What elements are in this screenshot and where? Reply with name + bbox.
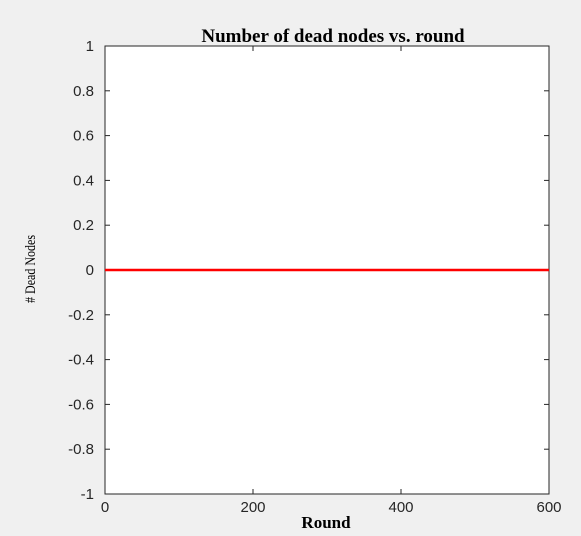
y-tick-label: -0.8 bbox=[68, 441, 94, 458]
y-tick-label: 1 bbox=[86, 38, 94, 55]
x-tick-label: 600 bbox=[536, 499, 561, 516]
y-tick-label: 0.2 bbox=[73, 217, 94, 234]
x-tick-label: 400 bbox=[388, 499, 413, 516]
y-tick-label: -0.2 bbox=[68, 307, 94, 324]
y-tick-label: -1 bbox=[81, 486, 94, 503]
y-tick-label: -0.4 bbox=[68, 352, 94, 369]
y-tick-label: 0 bbox=[86, 262, 94, 279]
chart-title: Number of dead nodes vs. round bbox=[201, 26, 465, 47]
y-tick-label: -0.6 bbox=[68, 396, 94, 413]
x-axis-label: Round bbox=[301, 513, 351, 532]
y-tick-label: 0.8 bbox=[73, 83, 94, 100]
x-tick-label: 0 bbox=[101, 499, 109, 516]
y-tick-label: 0.6 bbox=[73, 128, 94, 145]
y-axis-label: # Dead Nodes bbox=[22, 235, 39, 303]
y-tick-label: 0.4 bbox=[73, 172, 94, 189]
x-tick-label: 200 bbox=[240, 499, 265, 516]
